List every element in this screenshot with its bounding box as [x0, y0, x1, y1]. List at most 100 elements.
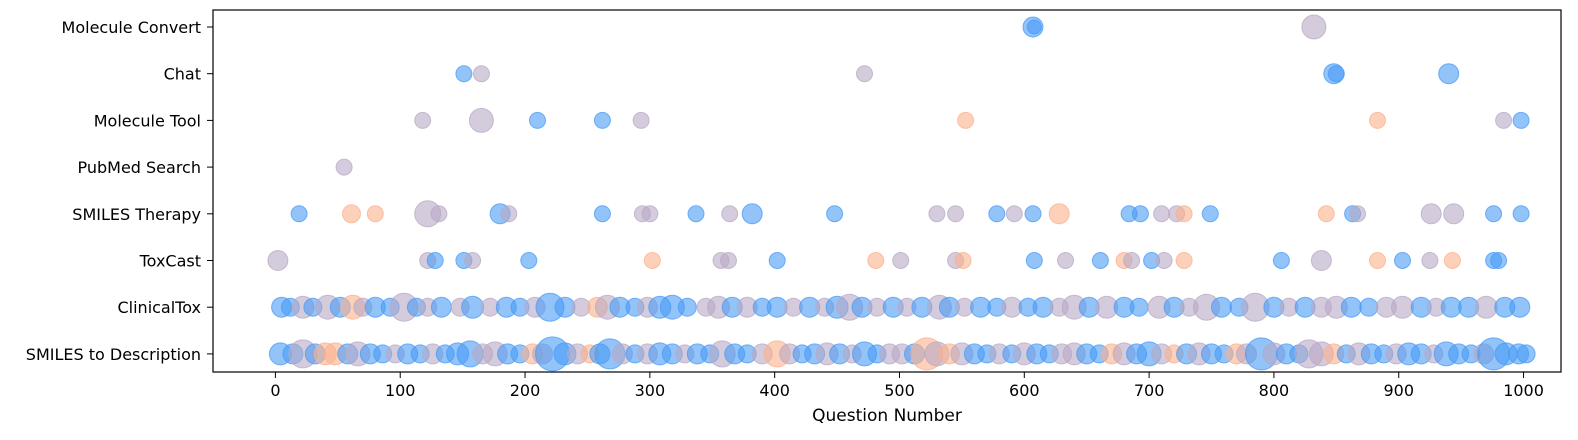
data-point	[1391, 295, 1414, 319]
data-point	[342, 204, 361, 224]
data-point	[1359, 297, 1379, 317]
data-point	[632, 111, 650, 129]
axes-layer: Molecule Convert Chat Molecule Tool PubMed …	[26, 9, 1562, 400]
data-point	[430, 296, 452, 318]
data-point	[1443, 203, 1465, 225]
data-point	[1129, 297, 1149, 317]
data-point	[1512, 111, 1530, 129]
data-point	[1340, 296, 1362, 318]
data-point	[1349, 205, 1367, 223]
x-tick-label: 0	[270, 381, 280, 400]
x-tick-label: 200	[510, 381, 541, 400]
data-point	[1153, 205, 1171, 223]
data-point	[1024, 205, 1042, 223]
data-point	[366, 205, 384, 223]
data-point	[1026, 19, 1042, 35]
data-point	[1025, 252, 1043, 269]
data-point	[1048, 203, 1070, 225]
data-point	[720, 252, 737, 269]
x-tick-label: 300	[635, 381, 666, 400]
data-point	[768, 252, 786, 269]
data-point	[464, 252, 482, 269]
data-point	[954, 252, 972, 269]
data-point	[1369, 252, 1386, 269]
y-tick-label: Molecule Convert	[62, 18, 201, 37]
data-point	[1394, 252, 1411, 269]
data-point	[1509, 296, 1531, 318]
data-point	[1272, 252, 1290, 269]
data-point	[1005, 205, 1023, 223]
data-point	[335, 158, 353, 176]
data-point	[593, 111, 611, 129]
x-tick-label: 100	[385, 381, 416, 400]
y-tick-label: SMILES Therapy	[72, 205, 201, 224]
x-tick-label: 900	[1383, 381, 1414, 400]
data-point	[430, 205, 448, 223]
data-point	[267, 250, 289, 271]
data-point	[1301, 14, 1327, 40]
data-point	[1317, 205, 1335, 223]
data-point	[500, 205, 518, 223]
data-point	[1495, 111, 1513, 129]
data-point	[988, 205, 1006, 223]
data-point	[520, 252, 538, 269]
data-point	[677, 297, 697, 317]
data-point	[1369, 111, 1386, 129]
y-tick-label: ClinicalTox	[117, 298, 201, 317]
data-point	[1485, 205, 1503, 223]
x-axis-title: Question Number	[812, 406, 962, 426]
y-tick-label: Molecule Tool	[94, 111, 201, 130]
points-layer	[267, 14, 1536, 372]
data-point	[741, 203, 763, 225]
data-point	[1310, 250, 1332, 271]
plot-frame	[212, 9, 1562, 373]
x-tick-label: 1000	[1503, 381, 1544, 400]
data-point	[1421, 252, 1439, 269]
data-point	[1512, 205, 1530, 223]
data-point	[947, 205, 965, 223]
y-tick-label: ToxCast	[139, 252, 201, 271]
x-tick-label: 600	[1009, 381, 1040, 400]
data-point	[414, 111, 432, 129]
data-point	[1155, 252, 1173, 269]
data-point	[867, 252, 885, 269]
data-point	[1490, 252, 1508, 269]
data-point	[892, 252, 910, 269]
data-point	[426, 252, 444, 269]
data-point	[1091, 252, 1109, 269]
data-point	[290, 205, 308, 223]
data-point	[1211, 296, 1232, 318]
data-point	[1474, 295, 1498, 319]
x-tick-label: 700	[1134, 381, 1165, 400]
data-point	[856, 65, 873, 83]
data-point	[687, 205, 705, 223]
x-tick-label: 800	[1259, 381, 1290, 400]
data-point	[643, 252, 661, 269]
data-point	[455, 65, 473, 83]
data-point	[1131, 205, 1149, 223]
data-point	[826, 205, 844, 223]
data-point	[468, 107, 494, 133]
data-point	[1057, 252, 1074, 269]
data-point	[1443, 252, 1461, 269]
data-point	[1123, 252, 1141, 269]
data-point	[721, 205, 739, 223]
data-point	[1516, 344, 1536, 364]
x-tick-label: 500	[884, 381, 915, 400]
data-point	[1201, 205, 1219, 223]
x-tick-label: 400	[759, 381, 790, 400]
data-point	[529, 111, 546, 129]
data-point	[1438, 63, 1460, 85]
data-point	[1327, 65, 1345, 83]
data-point	[1175, 205, 1193, 223]
data-point	[928, 205, 946, 223]
data-point	[957, 111, 975, 129]
data-point	[593, 205, 611, 223]
y-tick-label: SMILES to Description	[26, 345, 201, 364]
data-point	[472, 65, 490, 83]
data-point	[641, 205, 659, 223]
data-point	[1175, 252, 1193, 269]
y-tick-label: Chat	[164, 65, 201, 84]
data-point	[461, 295, 485, 319]
